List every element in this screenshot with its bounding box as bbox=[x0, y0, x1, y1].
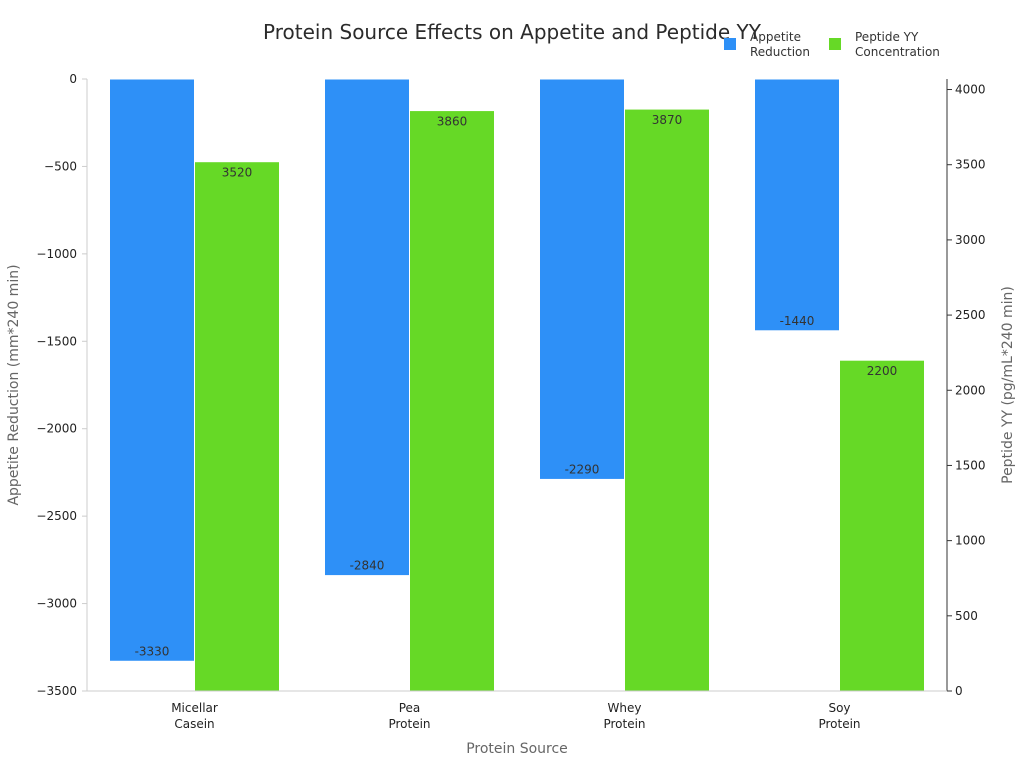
bar-appetite bbox=[754, 78, 840, 332]
bar-appetite bbox=[539, 78, 625, 480]
y-tick-label-right: 3500 bbox=[955, 158, 986, 172]
data-label-pyy: 3870 bbox=[652, 113, 683, 127]
x-tick-label: Protein bbox=[603, 717, 645, 731]
x-tick-label: Pea bbox=[399, 701, 421, 715]
legend-swatch-pyy bbox=[829, 38, 841, 50]
bar-pyy bbox=[839, 359, 925, 692]
y-tick-label-right: 500 bbox=[955, 609, 978, 623]
legend-item-appetite: Appetite Reduction bbox=[724, 30, 860, 60]
legend-label-appetite: Appetite Reduction bbox=[750, 30, 810, 59]
x-tick-label: Protein bbox=[818, 717, 860, 731]
data-label-pyy: 2200 bbox=[867, 364, 898, 378]
bar-pyy bbox=[409, 110, 495, 692]
bar-appetite bbox=[324, 78, 410, 577]
y-tick-label-right: 4000 bbox=[955, 83, 986, 97]
y-tick-label-left: −1000 bbox=[36, 247, 77, 261]
y-tick-label-right: 3000 bbox=[955, 233, 986, 247]
data-label-appetite: -3330 bbox=[135, 644, 170, 658]
y-tick-label-left: −1500 bbox=[36, 334, 77, 348]
data-label-appetite: -2290 bbox=[565, 462, 600, 476]
legend-item-pyy: Peptide YY Concentration bbox=[829, 30, 965, 60]
y-tick-label-left: −3500 bbox=[36, 684, 77, 698]
bar-pyy bbox=[624, 108, 710, 692]
legend-label-pyy: Peptide YY Concentration bbox=[855, 30, 940, 59]
x-tick-label: Soy bbox=[828, 701, 850, 715]
y-axis-title-left: Appetite Reduction (mm*240 min) bbox=[6, 264, 22, 506]
y-tick-label-left: −2000 bbox=[36, 422, 77, 436]
chart-title: Protein Source Effects on Appetite and P… bbox=[263, 20, 761, 44]
legend-swatch-appetite bbox=[724, 38, 736, 50]
y-tick-label-right: 0 bbox=[955, 684, 963, 698]
x-tick-label: Casein bbox=[174, 717, 214, 731]
bar-appetite bbox=[109, 78, 195, 662]
x-tick-label: Protein bbox=[388, 717, 430, 731]
y-tick-label-left: −2500 bbox=[36, 509, 77, 523]
y-tick-label-left: 0 bbox=[69, 72, 77, 86]
y-tick-label-right: 2500 bbox=[955, 308, 986, 322]
y-tick-label-left: −3000 bbox=[36, 597, 77, 611]
data-label-pyy: 3520 bbox=[222, 166, 253, 180]
x-tick-label: Micellar bbox=[171, 701, 218, 715]
y-axis-title-right: Peptide YY (pg/mL*240 min) bbox=[1000, 286, 1016, 484]
y-tick-label-right: 2000 bbox=[955, 383, 986, 397]
x-tick-label: Whey bbox=[608, 701, 642, 715]
bar-pyy bbox=[194, 161, 280, 692]
y-tick-label-right: 1500 bbox=[955, 458, 986, 472]
y-tick-label-left: −500 bbox=[44, 159, 77, 173]
y-tick-label-right: 1000 bbox=[955, 534, 986, 548]
x-axis-title: Protein Source bbox=[466, 741, 568, 757]
data-label-appetite: -1440 bbox=[780, 314, 815, 328]
data-label-appetite: -2840 bbox=[350, 559, 385, 573]
data-label-pyy: 3860 bbox=[437, 115, 468, 129]
